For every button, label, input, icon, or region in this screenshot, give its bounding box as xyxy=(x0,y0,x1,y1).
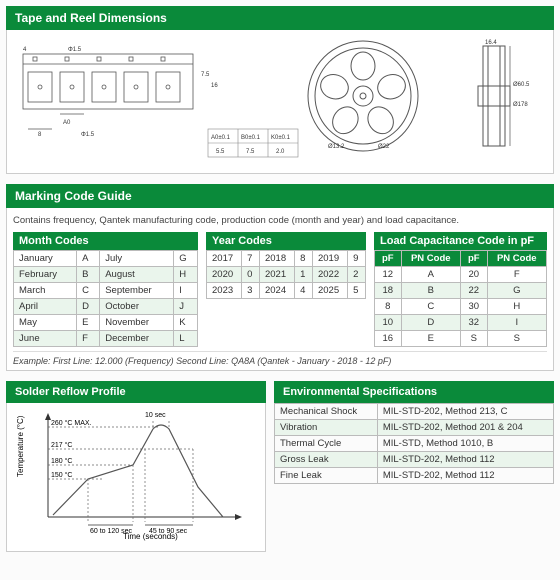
svg-text:10 sec: 10 sec xyxy=(145,412,166,419)
reflow-block: Solder Reflow Profile Temperature (°C) T… xyxy=(6,381,266,552)
svg-text:7.5: 7.5 xyxy=(201,72,210,78)
dim-table: A0±0.1 B0±0.1 K0±0.1 5.5 7.5 2.0 xyxy=(208,129,298,157)
marking-body: Contains frequency, Qantek manufacturing… xyxy=(6,208,554,371)
svg-text:K0±0.1: K0±0.1 xyxy=(271,135,291,141)
year-codes-table: 201772018820199 202002021120222 20233202… xyxy=(206,250,366,299)
svg-text:16: 16 xyxy=(211,83,218,89)
cap-codes-header: Load Capacitance Code in pF xyxy=(374,232,547,250)
marking-header: Marking Code Guide xyxy=(6,184,554,208)
svg-text:4: 4 xyxy=(23,47,27,53)
tape-reel-header: Tape and Reel Dimensions xyxy=(6,6,554,30)
svg-text:Φ1.5: Φ1.5 xyxy=(68,47,82,53)
svg-text:7.5: 7.5 xyxy=(246,149,255,155)
svg-text:16.4: 16.4 xyxy=(485,40,497,46)
svg-text:Ø22: Ø22 xyxy=(378,144,390,150)
env-header: Environmental Specifications xyxy=(274,381,554,403)
reflow-chart: Temperature (°C) Time (seconds) 260 °C M… xyxy=(13,407,259,543)
svg-text:217 °C: 217 °C xyxy=(51,441,72,449)
svg-text:60 to 120 sec: 60 to 120 sec xyxy=(90,528,133,535)
svg-text:5.5: 5.5 xyxy=(216,149,225,155)
svg-text:Φ1.5: Φ1.5 xyxy=(81,132,95,138)
tape-reel-drawing: 4 Φ1.5 7.5 16 A0 8 Φ1.5 A0±0.1 B0±0.1 K0… xyxy=(13,34,547,164)
env-block: Environmental Specifications Mechanical … xyxy=(274,381,554,552)
svg-text:Ø13.2: Ø13.2 xyxy=(328,144,345,150)
year-codes-block: Year Codes 201772018820199 2020020211202… xyxy=(206,232,366,347)
svg-text:Temperature (°C): Temperature (°C) xyxy=(16,415,25,477)
svg-text:B0±0.1: B0±0.1 xyxy=(241,135,261,141)
svg-text:45 to 90 sec: 45 to 90 sec xyxy=(149,528,188,535)
svg-text:2.0: 2.0 xyxy=(276,149,285,155)
cap-codes-block: Load Capacitance Code in pF pFPN CodepFP… xyxy=(374,232,547,347)
year-codes-header: Year Codes xyxy=(206,232,366,250)
marking-desc: Contains frequency, Qantek manufacturing… xyxy=(13,212,547,232)
svg-text:8: 8 xyxy=(38,132,42,138)
tape-reel-body: 4 Φ1.5 7.5 16 A0 8 Φ1.5 A0±0.1 B0±0.1 K0… xyxy=(6,30,554,174)
month-codes-block: Month Codes JanuaryAJulyG FebruaryBAugus… xyxy=(13,232,198,347)
reel-side: 16.4 Ø60.5 Ø178 xyxy=(478,40,530,146)
svg-text:260 °C MAX.: 260 °C MAX. xyxy=(51,419,92,427)
svg-text:Ø60.5: Ø60.5 xyxy=(513,82,530,88)
svg-text:A0±0.1: A0±0.1 xyxy=(211,135,231,141)
cap-codes-table: pFPN CodepFPN Code 12A20F 18B22G 8C30H 1… xyxy=(374,250,547,347)
month-codes-header: Month Codes xyxy=(13,232,198,250)
svg-text:A0: A0 xyxy=(63,120,71,126)
svg-text:150 °C: 150 °C xyxy=(51,471,72,479)
month-codes-table: JanuaryAJulyG FebruaryBAugustH MarchCSep… xyxy=(13,250,198,347)
reel-front: Ø13.2 Ø22 xyxy=(308,41,418,151)
marking-example: Example: First Line: 12.000 (Frequency) … xyxy=(13,351,547,366)
env-table: Mechanical ShockMIL-STD-202, Method 213,… xyxy=(274,403,554,484)
svg-text:Ø178: Ø178 xyxy=(513,102,528,108)
svg-text:180 °C: 180 °C xyxy=(51,457,72,465)
reflow-header: Solder Reflow Profile xyxy=(6,381,266,403)
